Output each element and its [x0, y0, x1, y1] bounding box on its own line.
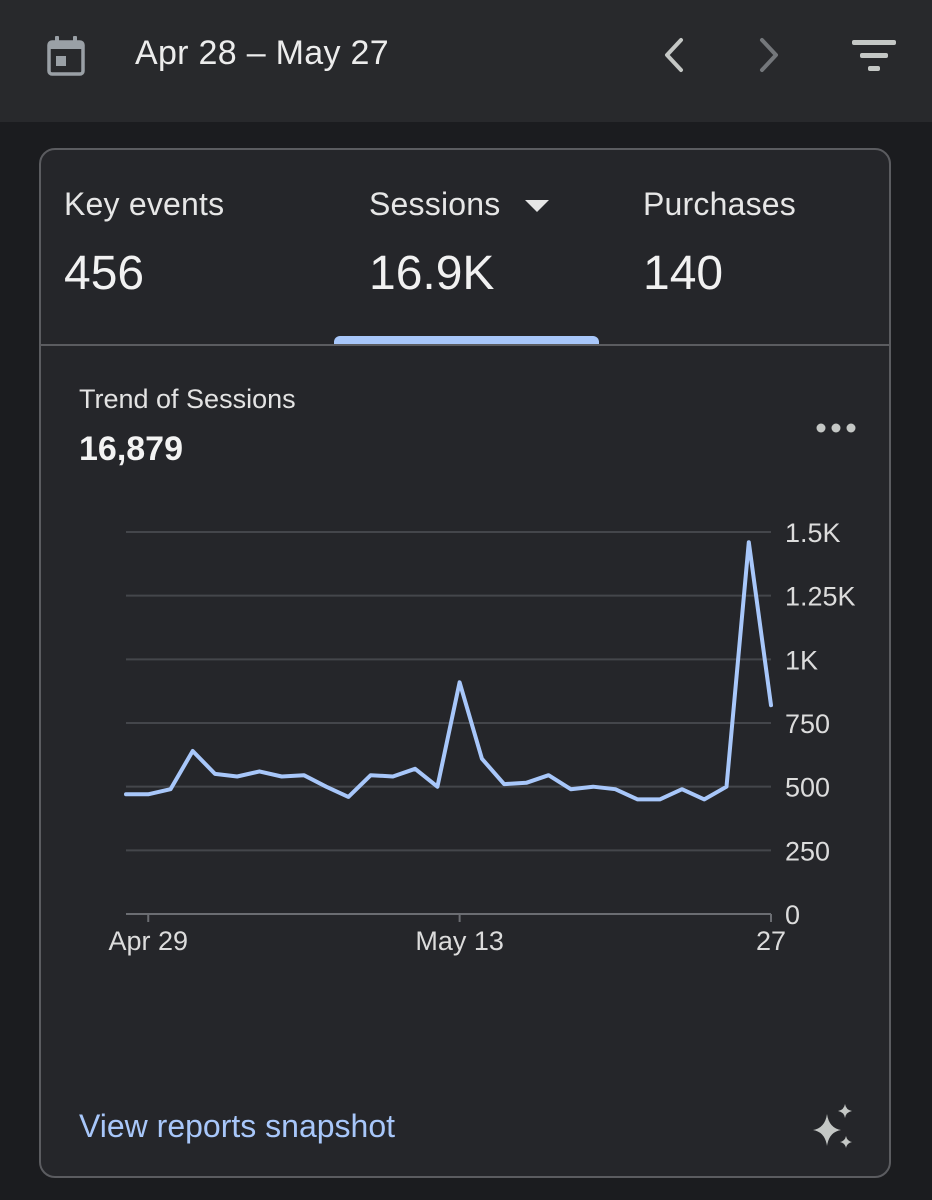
- y-tick-label: 0: [785, 900, 800, 930]
- tab-label: Purchases: [643, 186, 796, 222]
- sessions-line-chart: 0 250 500 750 1K 1.25K 1.5K Apr 29 May 13 27: [108, 518, 856, 956]
- x-tick-label: 27: [756, 926, 786, 956]
- dropdown-caret-icon[interactable]: [525, 200, 549, 212]
- y-tick-label: 500: [785, 773, 830, 803]
- tab-sessions[interactable]: Sessions 16.9K: [331, 150, 603, 344]
- trend-title: Trend of Sessions: [79, 384, 296, 414]
- tab-label: Sessions: [369, 186, 501, 222]
- trend-total: 16,879: [79, 430, 183, 468]
- more-horizontal-icon[interactable]: [813, 416, 859, 440]
- divider: [41, 344, 889, 346]
- top-app-bar: Apr 28 – May 27: [0, 0, 932, 122]
- y-tick-label: 750: [785, 709, 830, 739]
- sparkle-icon[interactable]: [807, 1102, 859, 1154]
- tab-label: Key events: [64, 186, 225, 222]
- y-tick-label: 1K: [785, 645, 818, 675]
- tab-key-events[interactable]: Key events 456: [41, 150, 331, 344]
- chevron-right-icon[interactable]: [745, 30, 791, 80]
- tab-purchases[interactable]: Purchases 140: [603, 150, 889, 344]
- tab-value: 140: [643, 247, 724, 300]
- tab-value: 16.9K: [369, 247, 495, 300]
- sessions-card: Key events 456 Sessions 16.9K Purchases …: [39, 148, 891, 1178]
- filter-icon[interactable]: [848, 32, 900, 80]
- y-tick-label: 1.25K: [785, 582, 856, 612]
- x-tick-label: Apr 29: [108, 926, 188, 956]
- series-line-sessions: [124, 540, 773, 802]
- calendar-icon[interactable]: [44, 34, 90, 80]
- view-reports-snapshot-link[interactable]: View reports snapshot: [79, 1108, 396, 1144]
- x-tick-label: May 13: [415, 926, 504, 956]
- tab-value: 456: [64, 247, 145, 300]
- date-range-label[interactable]: Apr 28 – May 27: [135, 34, 389, 72]
- chevron-left-icon[interactable]: [652, 30, 698, 80]
- selected-tab-indicator: [334, 336, 599, 346]
- metric-tabs: Key events 456 Sessions 16.9K Purchases …: [41, 150, 889, 346]
- y-tick-label: 1.5K: [785, 518, 841, 548]
- y-tick-label: 250: [785, 836, 830, 866]
